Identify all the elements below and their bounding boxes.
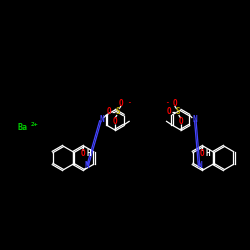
Text: O: O: [113, 116, 117, 126]
Text: -: -: [165, 100, 168, 105]
Text: N: N: [192, 116, 197, 124]
Text: S: S: [116, 108, 120, 116]
Text: N: N: [198, 162, 202, 170]
Text: O: O: [172, 98, 177, 108]
Text: -: -: [127, 100, 131, 105]
Text: O: O: [107, 108, 111, 116]
Text: O: O: [80, 150, 85, 158]
Text: O: O: [200, 150, 204, 158]
Text: H: H: [206, 150, 210, 158]
Text: O: O: [178, 116, 183, 126]
Text: H: H: [86, 150, 91, 158]
Text: N: N: [99, 116, 104, 124]
Text: Ba: Ba: [18, 124, 28, 132]
Text: N: N: [84, 162, 89, 170]
Text: O: O: [166, 108, 171, 116]
Text: 2+: 2+: [31, 122, 38, 126]
Text: O: O: [119, 98, 123, 108]
Text: S: S: [175, 108, 180, 116]
